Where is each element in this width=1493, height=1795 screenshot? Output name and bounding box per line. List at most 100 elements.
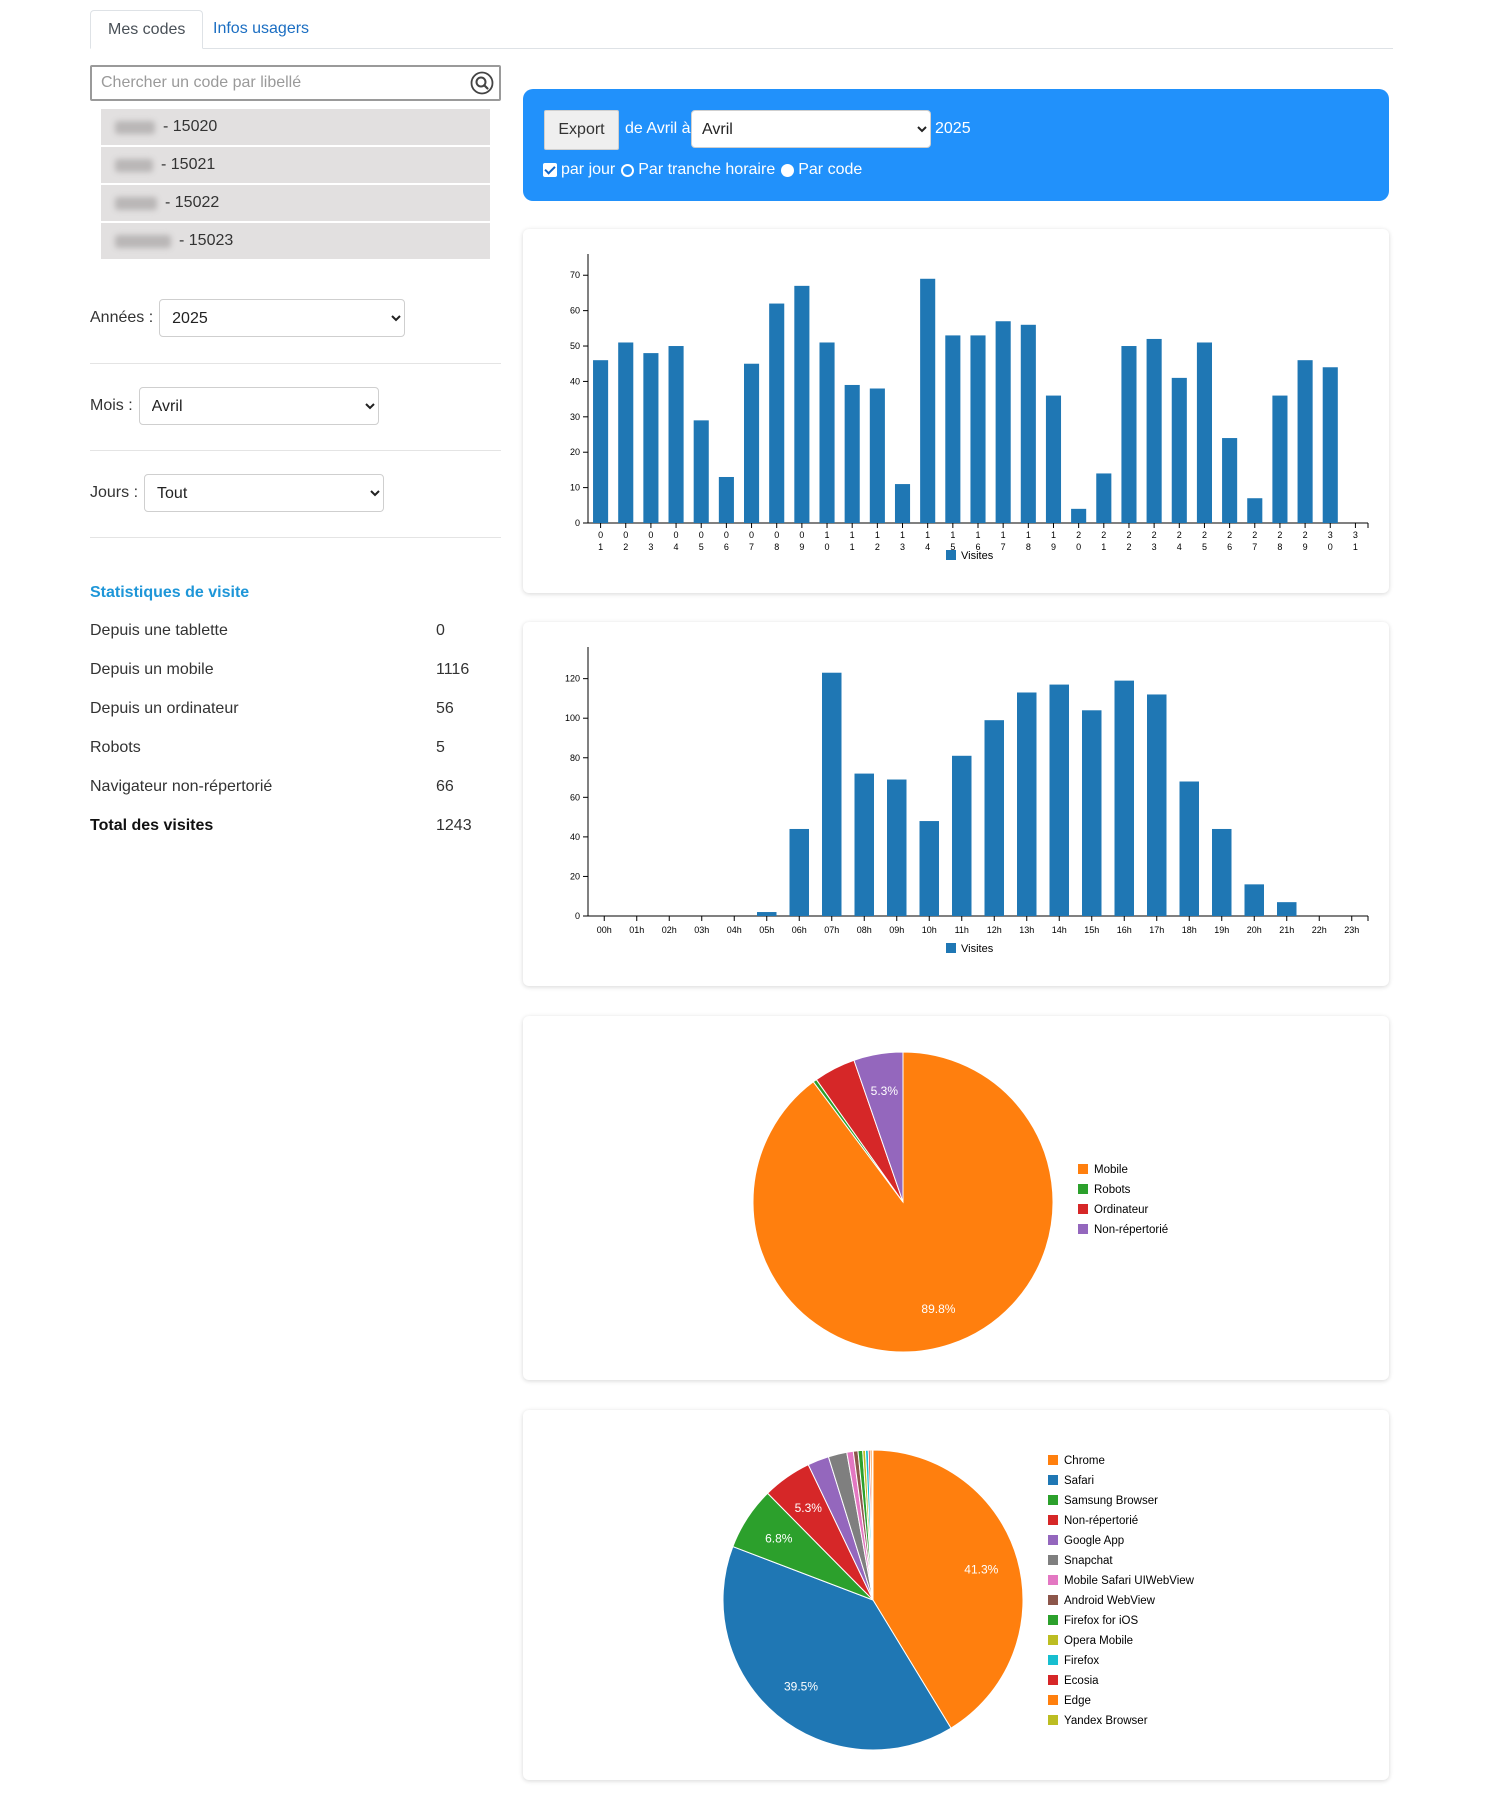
browser-pie-chart-card: 41.3% 39.5% 6.8% 5.3% Chrome Safari Samsung Br…	[523, 1410, 1389, 1780]
legend-label: Yandex Browser	[1064, 1715, 1148, 1727]
pie-slice	[853, 1051, 904, 1203]
device-pie-chart-card: 89.8% 5.3% Mobile Robots Ordinateur Non-réper…	[523, 1016, 1389, 1380]
annees-select[interactable]: 2025	[159, 299, 406, 337]
bar	[1020, 324, 1036, 523]
stat-value: 1116	[436, 661, 470, 678]
bar	[919, 821, 939, 916]
search-icon[interactable]	[470, 71, 494, 95]
export-button[interactable]: Export	[544, 110, 619, 150]
par-jour-label: par jour	[561, 161, 616, 178]
pie-slice	[722, 1545, 952, 1751]
divider	[90, 450, 501, 451]
bar	[718, 476, 734, 523]
tab-bar: Mes codes Infos usagers	[90, 10, 1393, 49]
bar	[894, 484, 911, 523]
legend-swatch	[1048, 1575, 1058, 1585]
x-tick-label: 13h	[1019, 925, 1034, 935]
bar	[822, 672, 842, 916]
blurred-code-name	[115, 196, 157, 210]
device-pie-chart: 89.8% 5.3% Mobile Robots Ordinateur Non-réper…	[752, 1051, 1168, 1353]
x-tick-label: 04h	[727, 925, 742, 935]
code-item[interactable]: - 15022	[101, 185, 490, 221]
mois-label: Mois :	[90, 397, 133, 414]
bar	[593, 360, 609, 523]
pie-slice-label: 6.8%	[765, 1532, 793, 1546]
jours-select[interactable]: Tout	[144, 474, 385, 512]
legend-swatch	[1048, 1715, 1058, 1725]
bar	[1322, 367, 1338, 523]
legend-swatch	[1078, 1184, 1088, 1194]
jours-label: Jours :	[90, 484, 139, 501]
x-tick-label: 17h	[1149, 925, 1164, 935]
bar	[643, 353, 659, 523]
x-tick-label: 03h	[694, 925, 709, 935]
pie-slice	[871, 1449, 874, 1601]
stat-row: Depuis un ordinateur 56	[90, 700, 470, 718]
stat-label: Depuis un ordinateur	[90, 700, 239, 717]
stat-label: Depuis une tablette	[90, 622, 228, 639]
blurred-code-name	[115, 120, 155, 134]
browser-pie-chart: 41.3% 39.5% 6.8% 5.3% Chrome Safari Samsung Br…	[722, 1449, 1195, 1751]
x-tick-label: 11h	[955, 925, 969, 935]
legend-swatch	[1048, 1595, 1058, 1605]
bar	[1071, 508, 1087, 523]
y-tick-label: 50	[570, 341, 580, 351]
legend-label: Firefox for iOS	[1064, 1615, 1138, 1627]
x-tick-label: 18h	[1182, 925, 1197, 935]
code-item[interactable]: - 15023	[101, 223, 490, 259]
x-tick-label: 10h	[922, 925, 937, 935]
y-tick-label: 60	[570, 306, 580, 316]
bar	[1146, 338, 1162, 523]
y-tick-label: 40	[570, 832, 580, 842]
legend-label: Visites	[961, 943, 994, 955]
stat-row: Depuis un mobile 1116	[90, 661, 470, 679]
par-tranche-horaire-radio[interactable]	[621, 163, 635, 177]
legend-label: Opera Mobile	[1064, 1635, 1133, 1647]
code-item-label: - 15023	[179, 232, 234, 249]
search-input[interactable]	[92, 67, 452, 99]
y-tick-label: 120	[565, 674, 580, 684]
legend-label: Samsung Browser	[1064, 1495, 1158, 1507]
pie-slice-label: 39.5%	[784, 1679, 818, 1693]
legend-label: Chrome	[1064, 1455, 1105, 1467]
bar	[1049, 684, 1069, 916]
blurred-code-name	[115, 234, 171, 248]
jours-field: Jours : Tout	[90, 474, 385, 512]
legend-swatch	[1078, 1224, 1088, 1234]
hourly-visits-bar-chart: 0 20 40 60 80 100 120 00h 01h 02h 03h 04h 05h 06h 07h 0…	[565, 647, 1369, 955]
par-code-radio[interactable]	[781, 163, 795, 177]
mois-select[interactable]: Avril	[138, 387, 379, 425]
par-jour-checkbox[interactable]	[543, 163, 557, 177]
stat-value: 56	[436, 700, 454, 717]
tab-mes-codes[interactable]: Mes codes	[90, 10, 204, 49]
par-code-label: Par code	[798, 161, 863, 178]
bar	[1082, 710, 1102, 916]
bar	[819, 342, 835, 523]
stat-total-value: 1243	[436, 817, 472, 834]
bar	[757, 912, 777, 916]
code-item-label: - 15021	[161, 156, 216, 173]
x-tick-label: 06h	[792, 925, 807, 935]
stat-total-row: Total des visites 1243	[90, 817, 472, 835]
code-item[interactable]: - 15021	[101, 147, 490, 183]
code-item-label: - 15022	[165, 194, 220, 211]
bar	[744, 363, 760, 523]
y-tick-label: 30	[570, 412, 580, 422]
par-tranche-horaire-label: Par tranche horaire	[638, 161, 776, 178]
export-month-select[interactable]: Avril	[691, 110, 931, 148]
stat-value: 0	[436, 622, 445, 639]
code-item[interactable]: - 15020	[101, 109, 490, 145]
x-tick-label: 19h	[1214, 925, 1229, 935]
tab-infos-usagers[interactable]: Infos usagers	[213, 20, 310, 37]
legend-label: Mobile Safari UIWebView	[1064, 1575, 1195, 1587]
